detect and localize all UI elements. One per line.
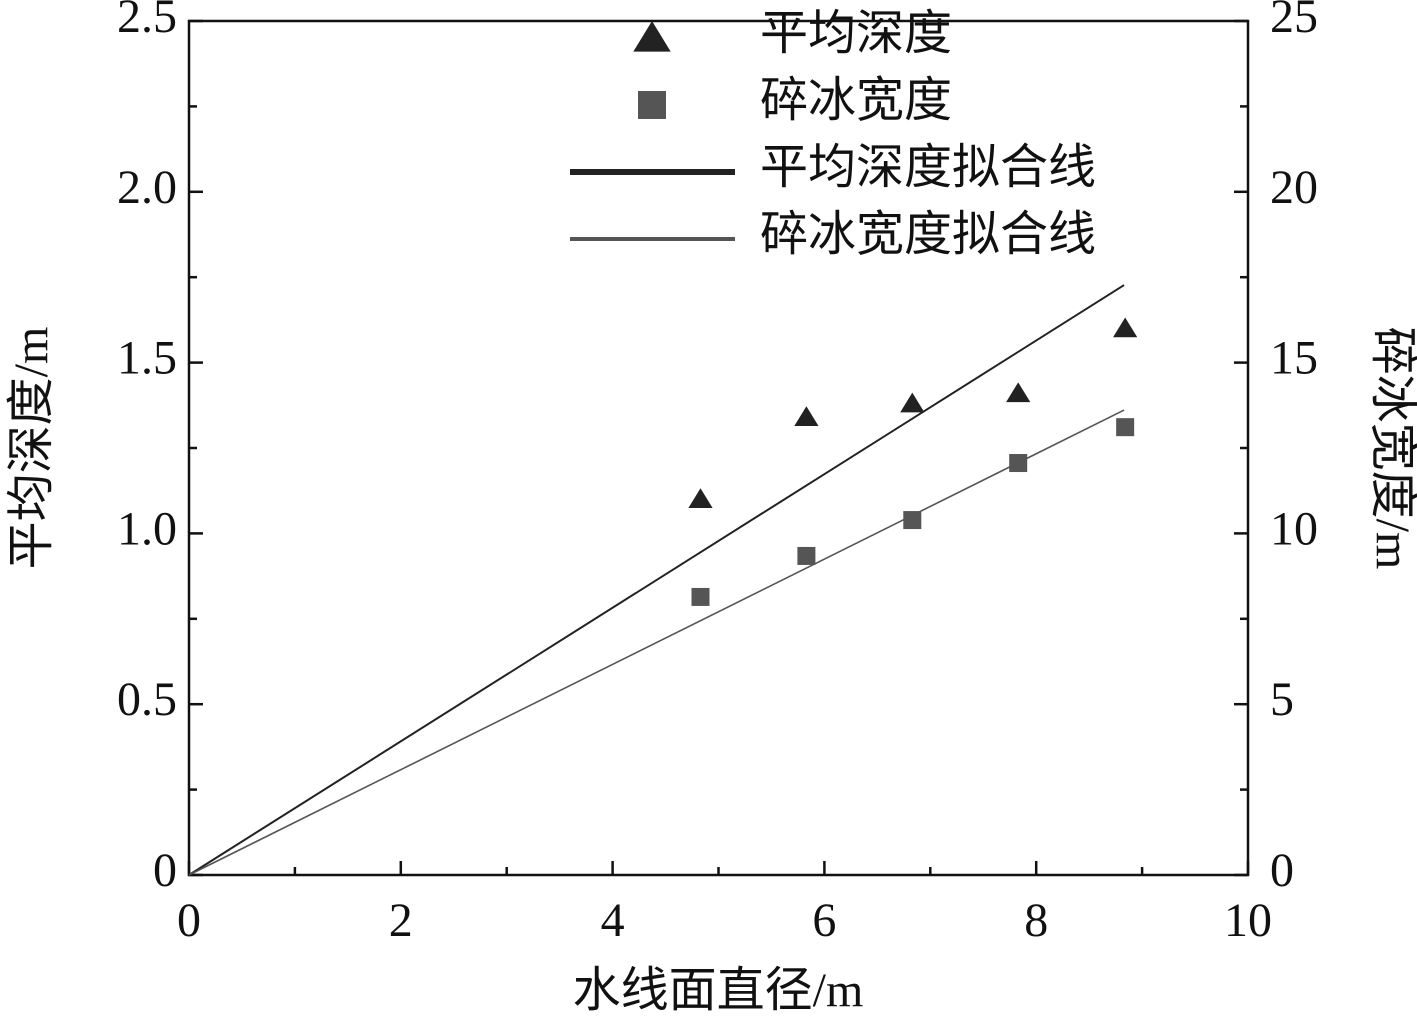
- y2-axis-title: 碎冰宽度/m: [1366, 327, 1417, 570]
- y2-tick-label: 10: [1270, 502, 1318, 555]
- triangle-marker: [794, 406, 819, 427]
- triangle-marker: [900, 392, 925, 413]
- y-tick-label: 2.0: [117, 161, 177, 214]
- y-tick-label: 2.5: [117, 0, 177, 43]
- y2-tick-label: 0: [1270, 844, 1294, 897]
- fit-line: [188, 284, 1125, 876]
- x-tick-label: 6: [812, 894, 836, 947]
- legend-label: 碎冰宽度拟合线: [760, 208, 1096, 261]
- x-tick-label: 10: [1224, 894, 1272, 947]
- x-tick-label: 4: [601, 894, 625, 947]
- y2-tick-label: 15: [1270, 332, 1318, 385]
- square-marker: [797, 546, 816, 565]
- y-tick-label: 1.0: [117, 502, 177, 555]
- legend-symbol: [638, 91, 666, 119]
- triangle-marker: [1006, 382, 1031, 403]
- legend-label: 平均深度拟合线: [760, 141, 1096, 194]
- fit-line: [188, 409, 1125, 876]
- x-tick-label: 2: [389, 894, 413, 947]
- legend-symbol: [633, 21, 671, 52]
- y2-tick-label: 5: [1270, 673, 1294, 726]
- square-marker: [903, 511, 922, 530]
- legend-label: 碎冰宽度: [760, 74, 952, 127]
- square-marker: [691, 587, 710, 606]
- square-marker: [1116, 418, 1135, 437]
- y-tick-label: 0.5: [117, 673, 177, 726]
- triangle-marker: [1113, 317, 1138, 338]
- y2-tick-label: 20: [1270, 161, 1318, 214]
- x-axis-title: 水线面直径/m: [573, 964, 864, 1017]
- legend-label: 平均深度: [760, 7, 952, 60]
- x-tick-label: 0: [177, 894, 201, 947]
- x-tick-label: 8: [1024, 894, 1048, 947]
- y-tick-label: 1.5: [117, 332, 177, 385]
- y2-tick-label: 25: [1270, 0, 1318, 43]
- y-axis-title: 平均深度/m: [5, 327, 58, 570]
- triangle-marker: [688, 488, 713, 509]
- y-tick-label: 0: [153, 844, 177, 897]
